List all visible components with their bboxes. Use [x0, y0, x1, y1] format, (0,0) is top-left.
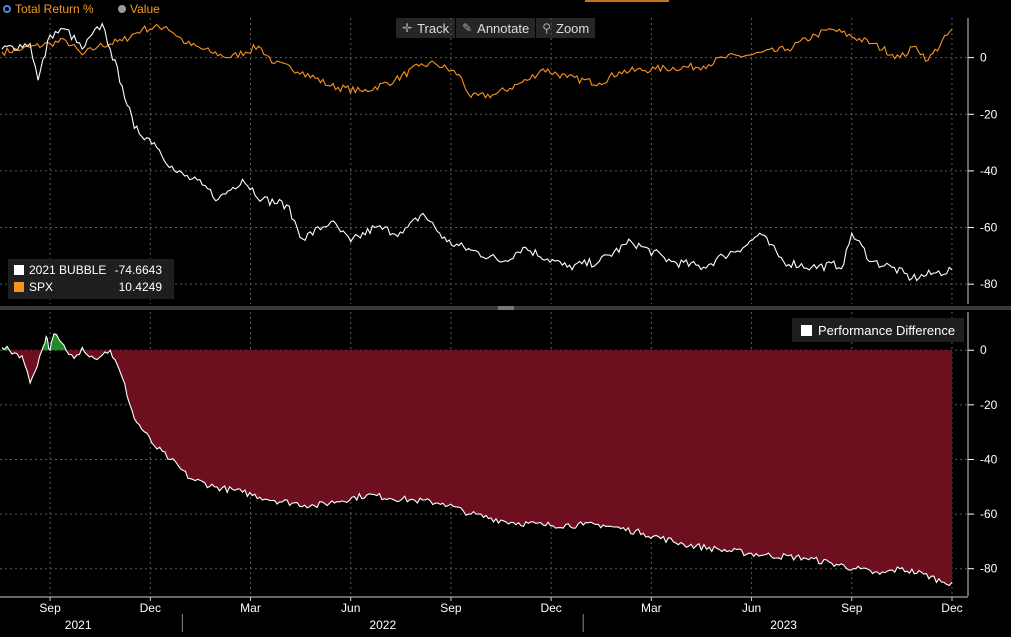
y-tick-label: -40 — [980, 452, 998, 466]
y-tick-label: -40 — [980, 164, 998, 178]
x-tick-label-sep: Sep — [440, 601, 462, 615]
x-tick-label-jun: Jun — [341, 601, 360, 615]
top-accent-line — [585, 0, 669, 2]
series-line-spx — [1, 23, 953, 99]
x-tick-label-mar: Mar — [240, 601, 261, 615]
zoom-label: Zoom — [556, 20, 590, 36]
total-return-label: Total Return % — [15, 2, 94, 16]
performance-difference-area — [2, 333, 952, 586]
bottom-legend[interactable]: Performance Difference — [792, 318, 965, 342]
y-tick-label: -60 — [980, 507, 998, 521]
value-label: Value — [130, 2, 160, 16]
x-tick-label-mar: Mar — [641, 601, 662, 615]
legend-name: SPX — [29, 280, 54, 294]
x-axis: Sep Dec Mar Jun Sep Dec Mar Jun Sep Dec 2021 2022 20… — [0, 596, 968, 632]
crosshair-icon: ✛ — [402, 21, 413, 35]
annotate-label: Annotate — [477, 20, 530, 36]
legend-name: 2021 BUBBLE — [29, 263, 107, 277]
legend-swatch — [14, 265, 24, 275]
x-year-label-2021: 2021 — [65, 618, 92, 632]
top-panel-grid — [0, 18, 968, 304]
performance-difference-line-group — [1, 333, 953, 587]
total-return-lines — [1, 22, 953, 282]
track-button[interactable]: ✛ Track — [396, 18, 457, 38]
y-tick-label: -20 — [980, 398, 998, 412]
pencil-icon: ✎ — [462, 21, 473, 35]
magnifier-icon: ⚲ — [542, 21, 551, 35]
legend-swatch — [14, 282, 24, 292]
y-tick-label: 0 — [980, 51, 987, 65]
y-tick-label: -80 — [980, 562, 998, 576]
top-y-axis: 0 -20 -40 -60 -80 — [967, 18, 998, 304]
x-tick-label-dec: Dec — [941, 601, 962, 615]
legend-item-spx[interactable]: SPX 10.4249 — [14, 279, 168, 295]
performance-difference-line — [1, 333, 953, 587]
annotate-button[interactable]: ✎ Annotate — [456, 18, 537, 38]
x-tick-label-sep: Sep — [841, 601, 863, 615]
x-year-label-2023: 2023 — [770, 618, 797, 632]
radio-selected-icon — [3, 5, 11, 13]
y-tick-label: -60 — [980, 221, 998, 235]
legend-performance-difference: Performance Difference — [818, 322, 956, 338]
legend-swatch — [801, 324, 812, 336]
legend-item-bubble[interactable]: 2021 BUBBLE -74.6643 — [14, 262, 168, 278]
negative-difference-fill — [2, 350, 952, 586]
y-tick-label: -20 — [980, 107, 998, 121]
x-tick-label-sep: Sep — [39, 601, 61, 615]
x-tick-label-dec: Dec — [540, 601, 561, 615]
top-legend: 2021 BUBBLE -74.6643 SPX 10.4249 — [8, 259, 174, 299]
track-label: Track — [417, 20, 450, 36]
bottom-y-axis: 0 -20 -40 -60 -80 — [967, 312, 998, 596]
y-tick-label: -80 — [980, 277, 998, 291]
y-tick-label: 0 — [980, 343, 987, 357]
legend-value: 10.4249 — [118, 280, 162, 294]
total-return-radio[interactable]: Total Return % — [3, 2, 94, 16]
x-tick-label-jun: Jun — [742, 601, 761, 615]
value-radio[interactable]: Value — [118, 2, 160, 16]
series-line-2021-bubble — [1, 22, 953, 282]
x-tick-label-dec: Dec — [140, 601, 161, 615]
divider-grip-handle[interactable] — [498, 306, 514, 310]
radio-unselected-icon — [118, 5, 126, 13]
legend-value: -74.6643 — [114, 263, 162, 277]
x-year-label-2022: 2022 — [369, 618, 396, 632]
top-bar: Total Return % Value — [0, 0, 1011, 18]
